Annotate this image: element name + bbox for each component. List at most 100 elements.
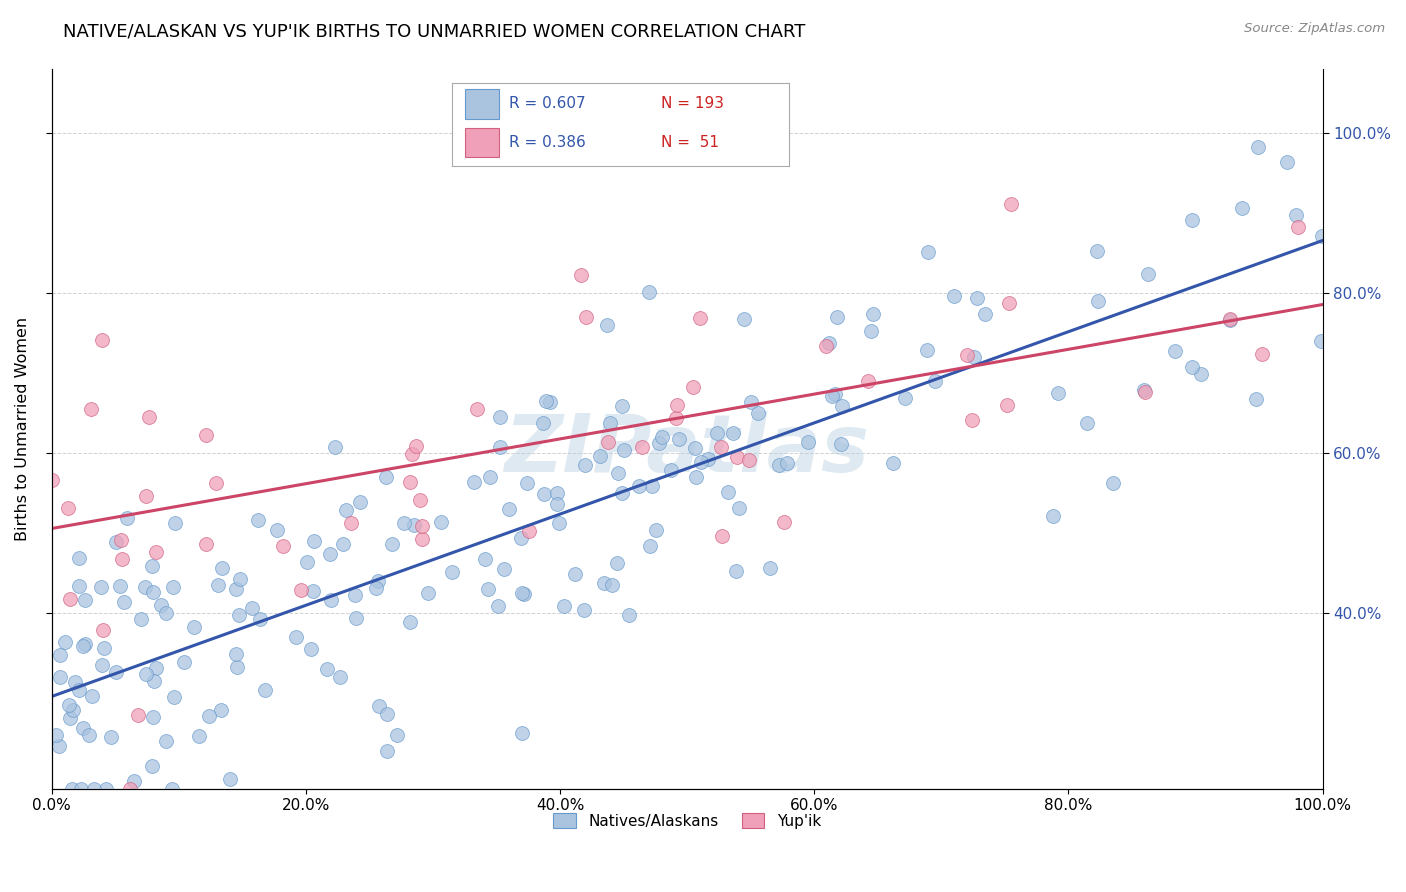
Point — [266, 523, 288, 537]
Point — [1310, 334, 1333, 348]
Point — [285, 631, 308, 645]
Point — [995, 398, 1018, 412]
Point — [58, 698, 80, 713]
Text: Source: ZipAtlas.com: Source: ZipAtlas.com — [1244, 22, 1385, 36]
Point — [155, 733, 177, 747]
Point — [385, 728, 408, 742]
Point — [665, 411, 688, 425]
Point — [162, 781, 184, 796]
Point — [332, 537, 354, 551]
Point — [546, 486, 568, 500]
Point — [105, 665, 128, 679]
Point — [924, 374, 946, 388]
Point — [1244, 392, 1267, 406]
Point — [225, 582, 247, 597]
Point — [725, 450, 748, 465]
Point — [831, 399, 853, 413]
Point — [149, 598, 172, 612]
Point — [1046, 386, 1069, 401]
Point — [588, 449, 610, 463]
Point — [1076, 416, 1098, 430]
Point — [319, 592, 342, 607]
Text: NATIVE/ALASKAN VS YUP'IK BIRTHS TO UNMARRIED WOMEN CORRELATION CHART: NATIVE/ALASKAN VS YUP'IK BIRTHS TO UNMAR… — [63, 22, 806, 40]
Point — [510, 726, 533, 740]
Point — [1230, 201, 1253, 215]
Point — [122, 773, 145, 788]
Point — [1102, 475, 1125, 490]
Point — [225, 659, 247, 673]
Point — [142, 585, 165, 599]
Point — [290, 582, 312, 597]
Point — [394, 516, 416, 531]
Point — [195, 428, 218, 442]
Point — [489, 409, 512, 424]
Point — [204, 475, 226, 490]
Point — [1133, 384, 1156, 399]
Point — [962, 413, 984, 427]
Point — [697, 451, 720, 466]
Point — [94, 781, 117, 796]
Point — [998, 296, 1021, 310]
Point — [104, 534, 127, 549]
Point — [747, 406, 769, 420]
Point — [80, 402, 103, 417]
Point — [596, 435, 619, 450]
Point — [574, 458, 596, 473]
Point — [173, 655, 195, 669]
Point — [711, 529, 734, 543]
Point — [1132, 383, 1154, 397]
Point — [647, 435, 669, 450]
Point — [733, 312, 755, 326]
Point — [682, 380, 704, 394]
Point — [115, 510, 138, 524]
Point — [710, 440, 733, 454]
Point — [517, 524, 540, 539]
Point — [138, 409, 160, 424]
Point — [966, 291, 988, 305]
Point — [575, 310, 598, 325]
Legend: Natives/Alaskans, Yup'ik: Natives/Alaskans, Yup'ik — [547, 807, 827, 835]
Point — [465, 402, 488, 417]
Point — [111, 552, 134, 566]
Point — [349, 495, 371, 509]
Point — [776, 456, 799, 470]
Point — [418, 586, 440, 600]
Point — [67, 551, 90, 566]
Point — [441, 565, 464, 579]
Point — [90, 581, 112, 595]
Point — [108, 579, 131, 593]
Point — [1085, 244, 1108, 258]
Point — [67, 682, 90, 697]
Point — [612, 485, 634, 500]
Point — [569, 268, 592, 282]
Point — [477, 582, 499, 596]
Point — [599, 416, 621, 430]
Point — [859, 324, 882, 338]
Point — [91, 657, 114, 672]
Point — [1250, 347, 1272, 361]
Point — [690, 455, 713, 469]
Point — [60, 781, 83, 796]
Point — [773, 515, 796, 529]
Point — [198, 709, 221, 723]
Point — [77, 728, 100, 742]
Point — [59, 592, 82, 607]
Point — [62, 703, 84, 717]
Point — [668, 432, 690, 446]
Point — [1000, 197, 1022, 211]
Point — [375, 470, 398, 484]
Point — [637, 285, 659, 299]
Point — [474, 552, 496, 566]
Point — [218, 772, 240, 786]
Point — [613, 442, 636, 457]
Point — [533, 487, 555, 501]
Point — [596, 318, 619, 332]
Point — [143, 673, 166, 688]
Point — [65, 674, 87, 689]
Point — [209, 703, 232, 717]
Point — [162, 580, 184, 594]
Point — [91, 623, 114, 637]
Point — [553, 599, 575, 613]
Point — [862, 307, 884, 321]
Point — [163, 690, 186, 704]
